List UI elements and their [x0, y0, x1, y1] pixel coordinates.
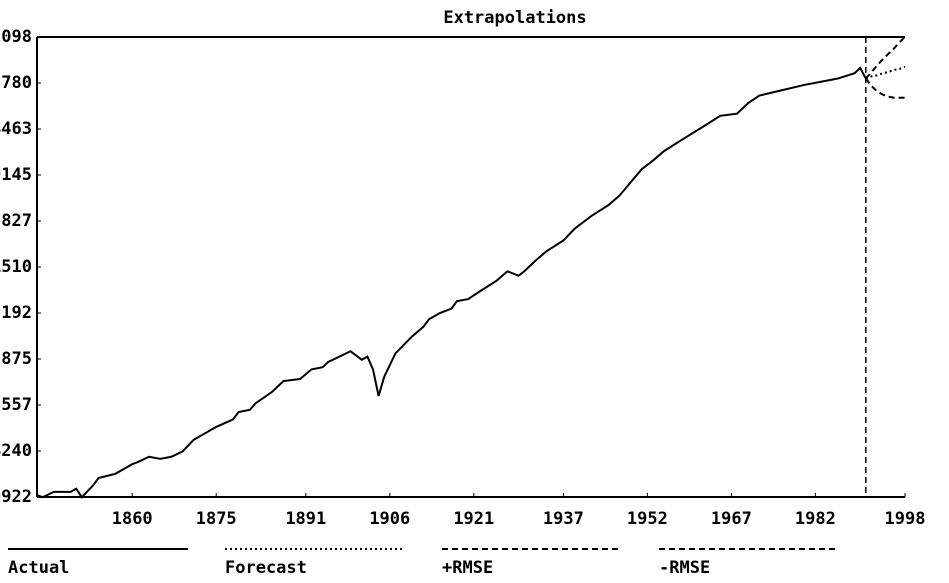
y-tick-label: 6.8780 [0, 73, 32, 93]
series-line [865, 65, 906, 80]
series-line [36, 66, 867, 499]
x-tick-label: 1952 [627, 509, 668, 529]
y-tick-label: 3.4240 [0, 441, 32, 461]
legend-label: Actual [8, 558, 69, 578]
legend-label: +RMSE [442, 558, 493, 578]
y-tick-label: 4.7192 [0, 303, 32, 323]
x-tick-label: 1921 [453, 509, 494, 529]
y-tick-label: 3.8557 [0, 395, 32, 415]
x-tick-label: 1891 [285, 509, 326, 529]
series-line [865, 77, 905, 99]
legend-label: Forecast [225, 558, 307, 578]
x-tick-label: 1982 [795, 509, 836, 529]
y-tick-label: 2.9922 [0, 487, 32, 507]
x-tick-label: 1937 [543, 509, 584, 529]
y-tick-label: 5.5827 [0, 211, 32, 231]
y-tick-label: 6.4463 [0, 119, 32, 139]
x-tick-label: 1875 [196, 509, 237, 529]
x-tick-label: 1998 [885, 509, 926, 529]
x-tick-label: 1906 [369, 509, 410, 529]
x-tick-label: 1967 [711, 509, 752, 529]
legend-label: -RMSE [659, 558, 710, 578]
x-tick-label: 1860 [112, 509, 153, 529]
y-tick-label: 5.1510 [0, 257, 32, 277]
y-tick-label: 4.2875 [0, 349, 32, 369]
y-tick-label: 6.0145 [0, 165, 32, 185]
y-tick-label: 7.3098 [0, 27, 32, 47]
chart-title: Extrapolations [443, 8, 586, 28]
